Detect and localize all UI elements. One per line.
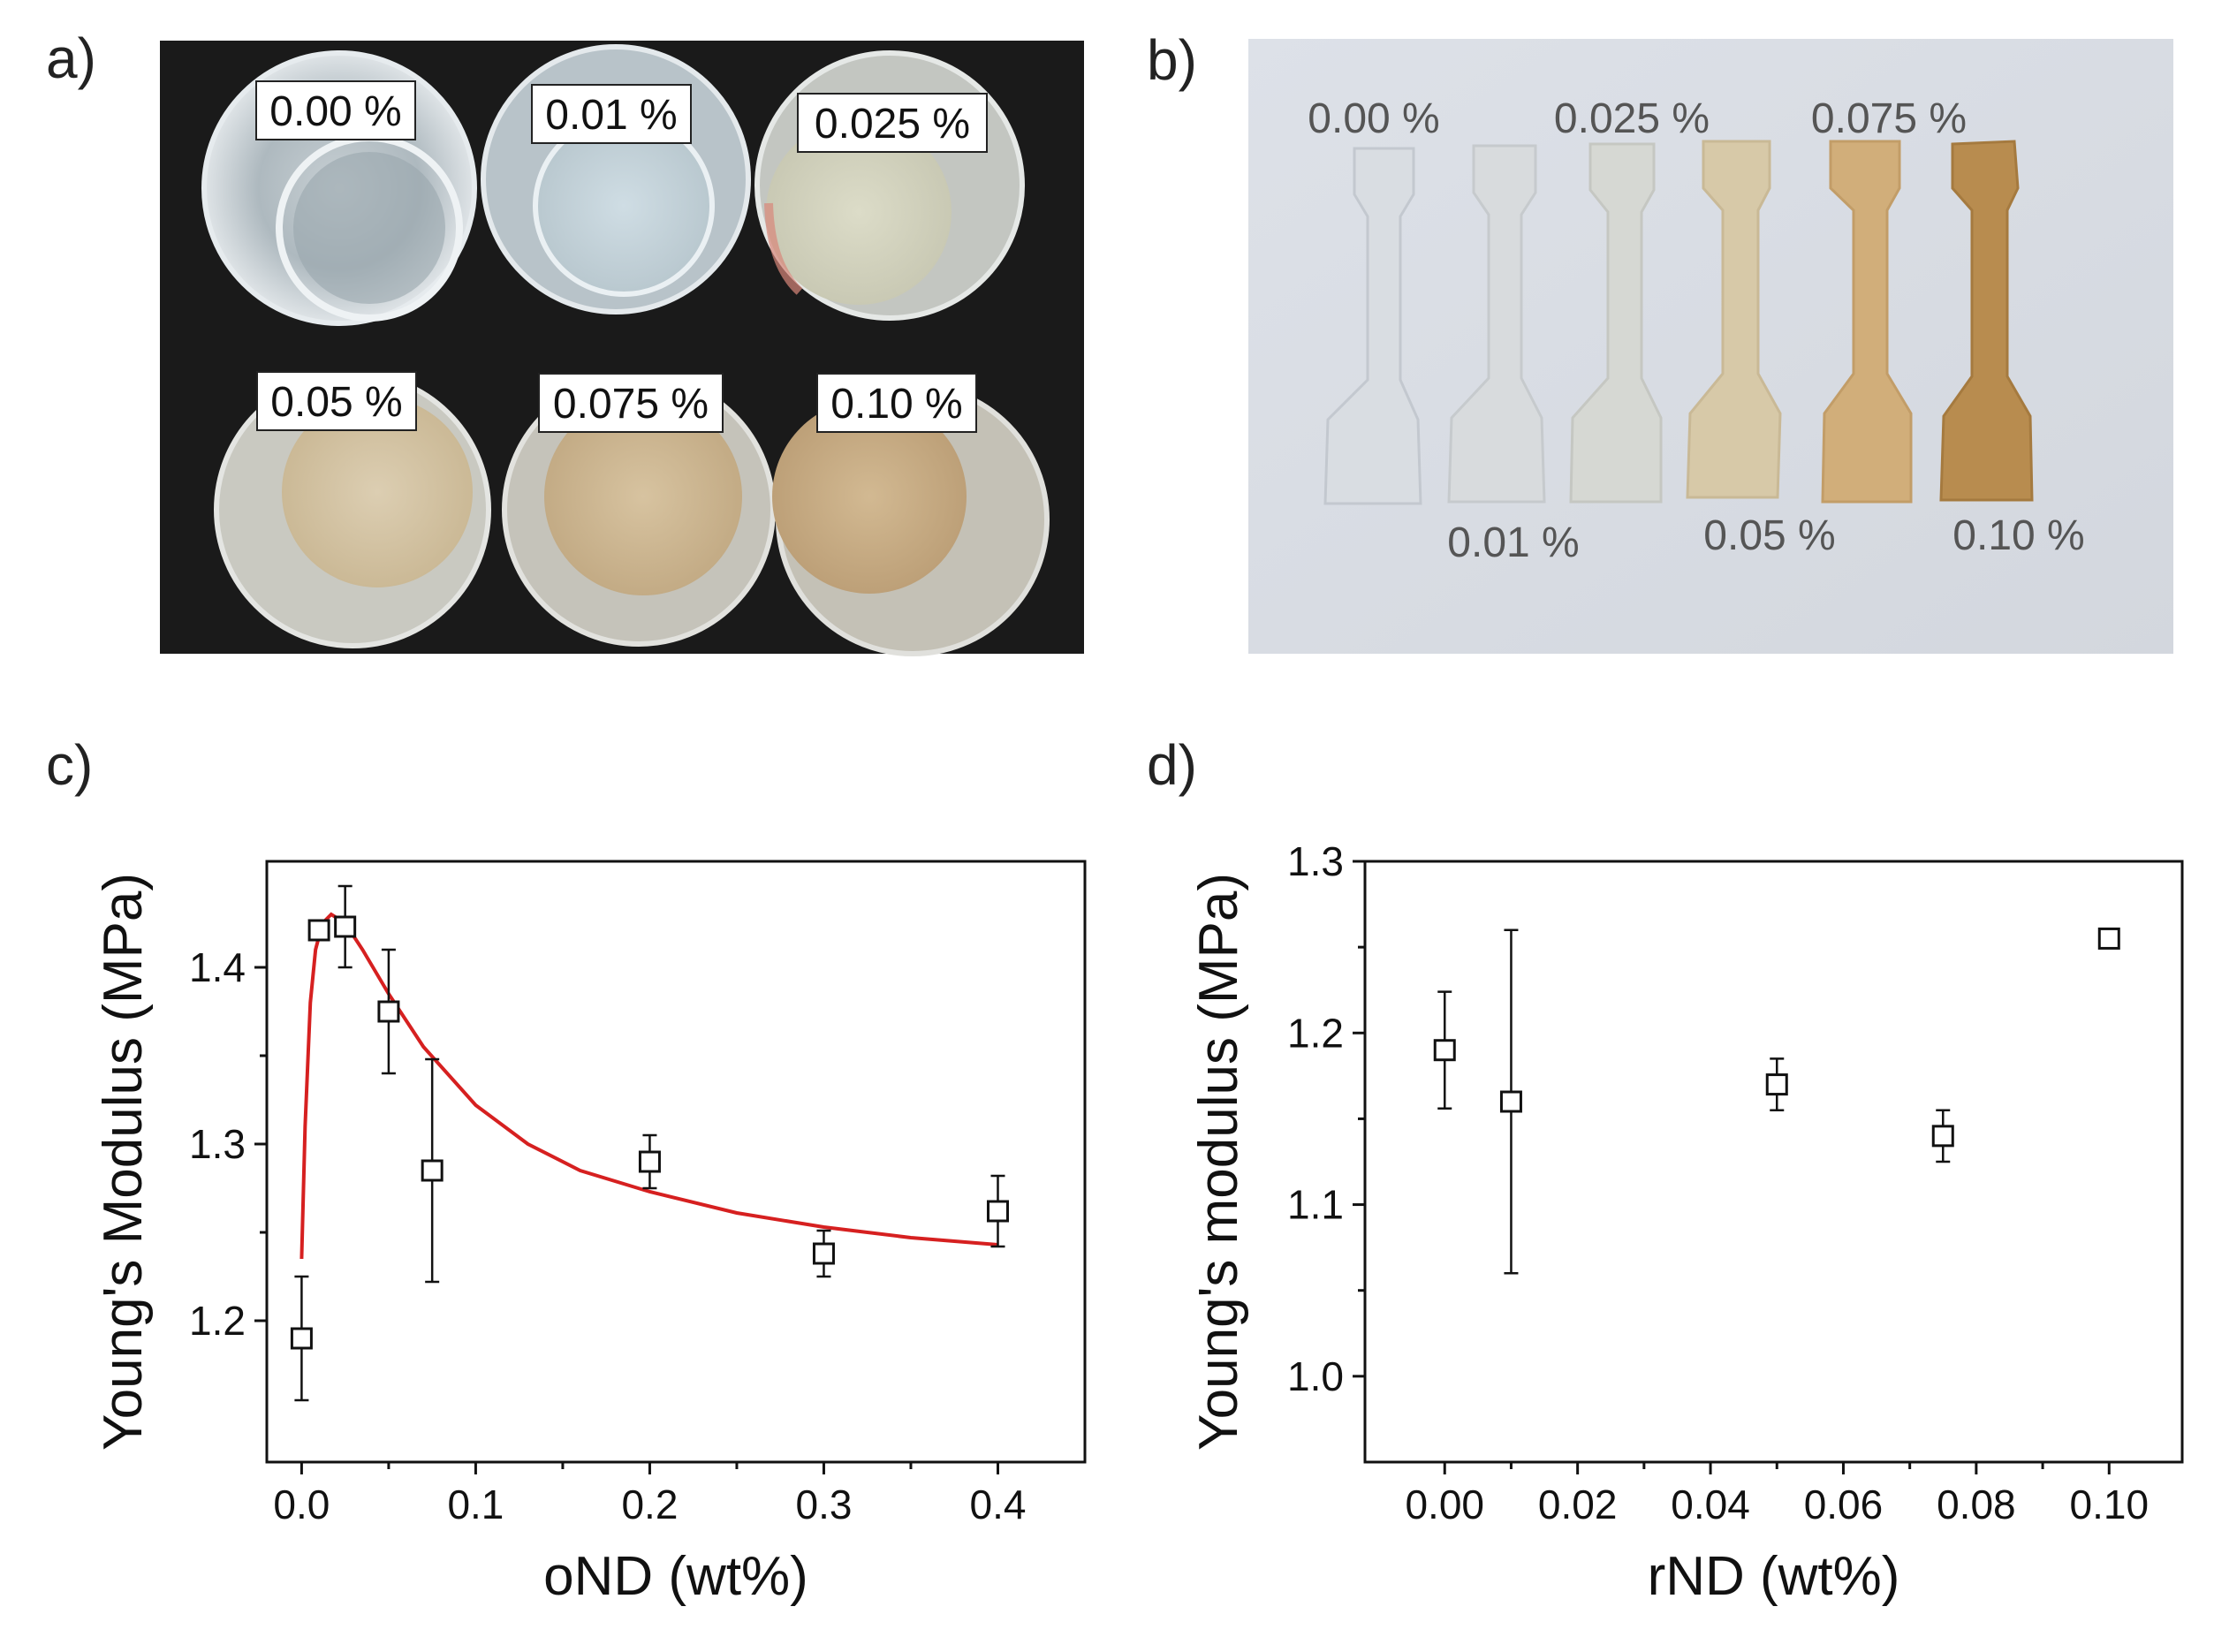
data-point	[1765, 1073, 1788, 1096]
cup-label-box	[256, 371, 417, 431]
x-tick-label: 0.08	[1937, 1481, 2016, 1527]
strip-0-10	[1939, 140, 2034, 502]
x-tick-label: 0.00	[1405, 1481, 1484, 1527]
y-tick-label: 1.1	[1287, 1182, 1344, 1228]
strip-label: 0.10 %	[1952, 512, 2084, 559]
panel-c-letter: c)	[46, 733, 93, 797]
x-axis-title: rND (wt%)	[1648, 1546, 1900, 1607]
x-tick-label: 0.06	[1804, 1481, 1884, 1527]
x-tick-label: 0.4	[970, 1481, 1027, 1527]
plot-frame	[1363, 860, 2184, 1464]
data-point	[2097, 927, 2120, 950]
strip-label: 0.025 %	[1554, 95, 1710, 142]
cup-label-box	[255, 80, 416, 140]
y-tick-label: 1.3	[1287, 838, 1344, 884]
cup-label-box	[531, 84, 692, 144]
x-tick-label: 0.10	[2070, 1481, 2150, 1527]
cup-0-075	[502, 373, 776, 647]
data-point	[307, 919, 330, 942]
strip-label: 0.05 %	[1703, 512, 1835, 559]
x-tick-label: 0.2	[621, 1481, 678, 1527]
data-point	[638, 1150, 661, 1173]
panel-c: c) 0.0 0.1 0.2 0.3 0.4 1.2 1.3 1.4 oND (wt%) Youn…	[46, 733, 1087, 1607]
data-point	[1433, 1039, 1456, 1062]
x-tick-label: 0.3	[795, 1481, 852, 1527]
chart-d: 0.00 0.02 0.04 0.06 0.08 0.10 1.0 1.1 1.2 1.3 rND …	[1188, 838, 2184, 1607]
cup-label-box	[816, 373, 977, 433]
strip-0-05	[1686, 140, 1782, 499]
data-point	[334, 915, 357, 938]
cup-0-05	[214, 371, 491, 648]
cup-label: 0.01 %	[545, 92, 677, 139]
x-tick-label: 0.04	[1671, 1481, 1750, 1527]
strip-0-01	[1447, 144, 1546, 504]
y-axis-title: Young's modulus (MPa)	[1188, 873, 1249, 1451]
cup-label-box	[797, 93, 988, 153]
data-point	[986, 1200, 1009, 1223]
fit-curve	[299, 912, 998, 1260]
cup-label: 0.00 %	[269, 88, 401, 135]
strip-label: 0.00 %	[1308, 95, 1439, 142]
panel-b-letter: b)	[1147, 28, 1197, 92]
panel-b: b) 0.00 % 0.025 % 0.075 % 0.01 % 0.05 % …	[1147, 28, 2173, 654]
x-tick-label: 0.02	[1538, 1481, 1618, 1527]
plot-frame	[265, 860, 1087, 1464]
data-point	[377, 1000, 400, 1023]
x-tick-label: 0.1	[447, 1481, 504, 1527]
cup-label: 0.05 %	[270, 379, 402, 426]
strip-0-025	[1569, 142, 1663, 504]
x-axis-title: oND (wt%)	[543, 1546, 808, 1607]
y-tick-label: 1.2	[1287, 1010, 1344, 1056]
y-axis-title: Young's Modulus (MPa)	[93, 873, 154, 1451]
y-tick-label: 1.2	[189, 1298, 246, 1344]
data-point	[1499, 1090, 1522, 1113]
x-tick-label: 0.0	[273, 1481, 330, 1527]
tensile-strips	[1323, 140, 2034, 505]
panel-d-letter: d)	[1147, 733, 1197, 797]
chart-c: 0.0 0.1 0.2 0.3 0.4 1.2 1.3 1.4 oND (wt%) Young's…	[93, 860, 1087, 1607]
panel-d: d) 0.00 0.02 0.04 0.06 0.08 0.10 1.0 1.1 1.2 1.3 r…	[1147, 733, 2184, 1607]
cup-0-10	[772, 383, 1050, 656]
data-point	[812, 1242, 835, 1265]
cup-label: 0.025 %	[815, 101, 970, 148]
strip-0-00	[1323, 147, 1422, 505]
strip-label: 0.01 %	[1447, 519, 1579, 566]
cup-label-box	[538, 373, 724, 433]
data-point	[1931, 1125, 1954, 1148]
strip-0-075	[1821, 140, 1913, 504]
data-point	[421, 1159, 444, 1182]
strip-label: 0.075 %	[1811, 95, 1967, 142]
panel-a: a)	[46, 27, 1084, 656]
y-tick-label: 1.4	[189, 944, 246, 990]
y-tick-label: 1.0	[1287, 1353, 1344, 1399]
cup-label: 0.075 %	[553, 381, 709, 428]
cup-label: 0.10 %	[830, 381, 962, 428]
y-tick-label: 1.3	[189, 1121, 246, 1167]
panel-a-letter: a)	[46, 27, 96, 90]
data-point	[290, 1327, 313, 1350]
